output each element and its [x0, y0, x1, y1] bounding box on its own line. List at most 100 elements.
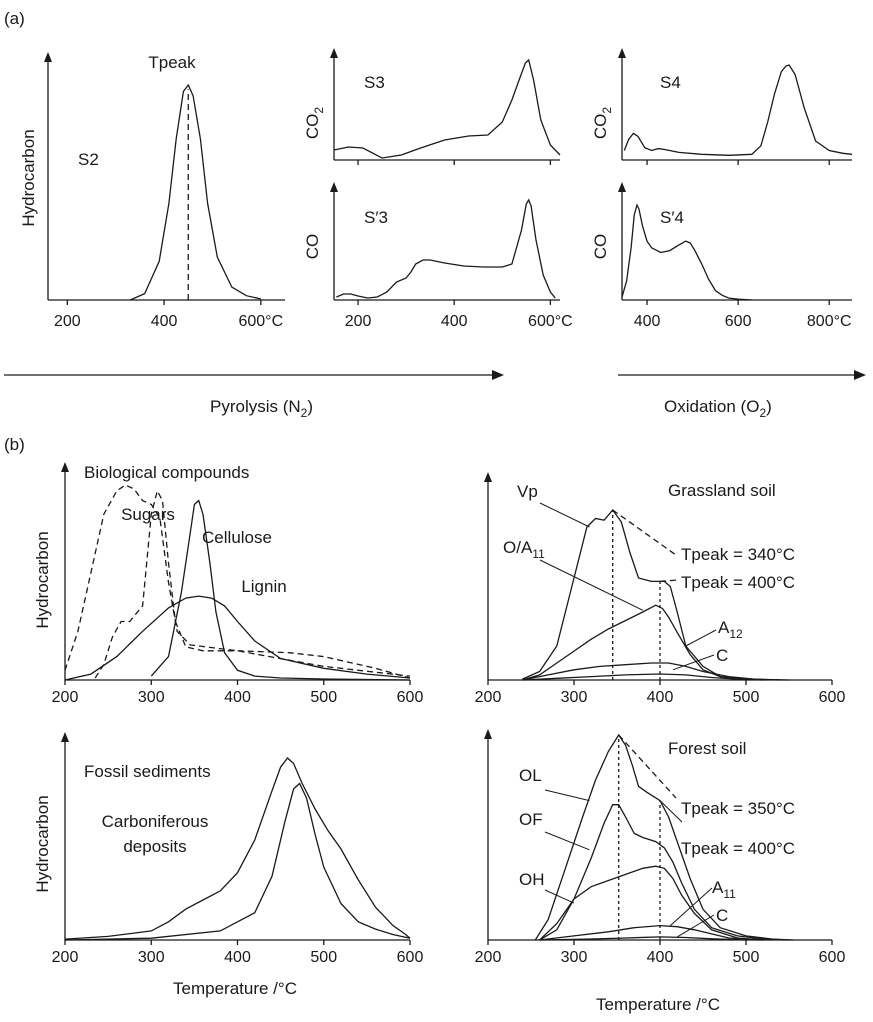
x-tick-label: 800°C — [807, 313, 852, 330]
chart-s3p: 200 400 600°C CO S′3 — [303, 182, 573, 330]
chart-s2: 200 400 600°C Hydrocarbon S2 Tpeak — [19, 52, 285, 330]
series-line-lignin — [64, 595, 411, 681]
oxidation-arrowhead — [854, 370, 866, 380]
annotation-s3p: S′3 — [364, 208, 388, 227]
y-axis-arrowhead — [61, 732, 69, 742]
leader-of — [544, 831, 590, 851]
y-axis-label: CO2 — [303, 107, 326, 140]
x-tick-label: 200 — [52, 949, 79, 966]
annotation-of: OF — [519, 810, 543, 829]
x-tick-label: 400 — [634, 313, 661, 330]
annotation-c: C — [716, 646, 728, 665]
annotation-s3: S3 — [364, 73, 385, 92]
annotation-s4: S4 — [660, 73, 681, 92]
annotation-tpeak-400: Tpeak = 400°C — [681, 839, 795, 858]
leader-c — [676, 914, 715, 938]
x-tick-label: 500 — [733, 689, 760, 706]
x-tick-label: 500 — [310, 689, 337, 706]
x-tick-label: 200 — [475, 949, 502, 966]
x-tick-label: 600 — [397, 689, 424, 706]
annotation-oa: O/A11 — [503, 538, 545, 561]
series-line-cellulose — [150, 499, 411, 681]
x-tick-label: 600 — [819, 689, 846, 706]
y-axis-label-sub: 2 — [312, 107, 326, 114]
chart-title: Biological compounds — [84, 463, 249, 482]
x-tick-label: 200 — [475, 689, 502, 706]
chart-title: Forest soil — [668, 739, 746, 758]
tpeak-350-leader — [618, 734, 677, 799]
y-axis-label: Hydrocarbon — [33, 531, 52, 628]
annotation-oa-sub: 11 — [532, 547, 545, 561]
annotation-a11-main: A — [712, 878, 724, 897]
y-axis-arrowhead — [330, 48, 338, 58]
panel-label-a: (a) — [4, 9, 25, 28]
annotation-s2: S2 — [78, 150, 99, 169]
x-tick-label: 600°C — [238, 313, 283, 330]
y-axis-label-main: CO — [591, 114, 610, 140]
oxidation-label: Oxidation (O2) — [664, 397, 772, 420]
pyrolysis-label: Pyrolysis (N2) — [210, 397, 313, 420]
series-line-c — [539, 936, 764, 941]
leader-oh — [544, 889, 575, 904]
chart-fossil: 200 300 400 500 600 Hydrocarbon Fossil sedimen… — [33, 732, 423, 998]
tpeak-400-leader — [659, 800, 683, 823]
leader-a11 — [669, 887, 713, 927]
x-tick-label: 500 — [733, 949, 760, 966]
series-line — [129, 83, 261, 301]
y-axis-arrowhead — [44, 52, 52, 62]
y-axis-label-sub: 2 — [600, 107, 614, 114]
series-line-ol — [534, 733, 794, 941]
leader-c — [672, 654, 715, 671]
x-tick-label: 400 — [647, 949, 674, 966]
panel-label-b: (b) — [4, 435, 25, 454]
x-tick-label: 300 — [138, 689, 165, 706]
leader-vp — [539, 502, 590, 528]
x-tick-label: 600°C — [528, 313, 573, 330]
series-line-sugars — [64, 484, 411, 677]
annotation-oa-main: O/A — [503, 538, 533, 557]
tpeak-400-leader — [659, 579, 679, 583]
chart-biological: 200 300 400 500 600 Hydrocarbon Biological com… — [33, 462, 423, 706]
x-tick-label: 200 — [52, 689, 79, 706]
series-line-a — [522, 662, 781, 681]
x-axis-label: Temperature /°C — [596, 995, 720, 1014]
chart-s4p: 400 600 800°C CO S′4 — [591, 182, 852, 330]
annotation-tpeak: Tpeak — [148, 53, 196, 72]
x-tick-label: 400 — [441, 313, 468, 330]
annotation-carboniferous: Carboniferous — [102, 812, 209, 831]
x-tick-label: 400 — [224, 689, 251, 706]
pyrolysis-arrowhead — [492, 370, 504, 380]
y-axis-arrowhead — [618, 48, 626, 58]
annotation-cellulose: Cellulose — [202, 528, 272, 547]
x-tick-label: 200 — [345, 313, 372, 330]
annotation-tpeak-400: Tpeak = 400°C — [681, 573, 795, 592]
annotation-sugars: Sugars — [121, 505, 175, 524]
series-line — [621, 203, 752, 301]
x-tick-label: 500 — [310, 949, 337, 966]
y-axis-arrowhead — [484, 729, 492, 739]
annotation-ol: OL — [519, 766, 542, 785]
x-tick-label: 300 — [561, 949, 588, 966]
y-axis-label: CO2 — [591, 107, 614, 140]
y-axis-arrowhead — [330, 182, 338, 192]
chart-s3: CO2 S3 — [303, 48, 561, 161]
y-axis-arrowhead — [61, 462, 69, 472]
annotation-a12: A12 — [718, 618, 743, 641]
leader-a12 — [685, 629, 717, 647]
y-axis-label-main: CO — [303, 114, 322, 140]
annotation-s4p: S′4 — [660, 208, 684, 227]
annotation-a11-sub: 11 — [723, 887, 736, 901]
static-labels: (a) (b) Pyrolysis (N2) Oxidation (O2) — [4, 9, 866, 454]
chart-s4: CO2 S4 — [591, 48, 853, 161]
annotation-tpeak-340: Tpeak = 340°C — [681, 545, 795, 564]
tpeak-340-leader — [612, 509, 677, 556]
y-axis-arrowhead — [618, 182, 626, 192]
y-axis-label: Hydrocarbon — [33, 795, 52, 892]
series-line — [64, 757, 411, 940]
annotation-c: C — [716, 906, 728, 925]
x-tick-label: 300 — [138, 949, 165, 966]
series-line — [333, 58, 561, 159]
